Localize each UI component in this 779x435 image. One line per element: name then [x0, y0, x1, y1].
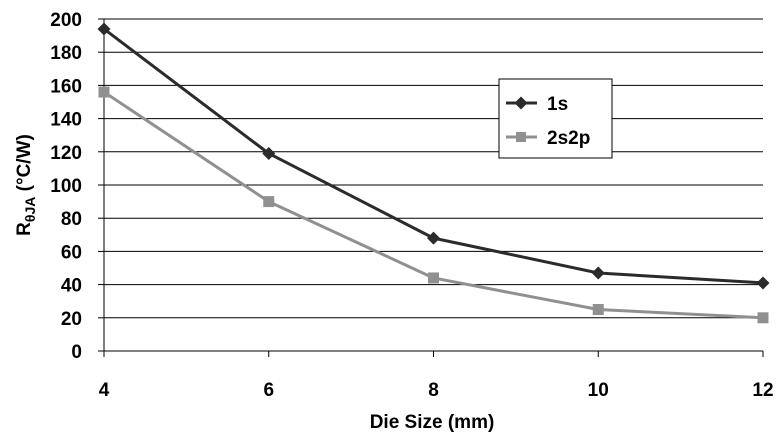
y-axis-title-main: R [14, 222, 35, 236]
data-point-2s2p [263, 196, 275, 208]
y-tick-label: 120 [50, 143, 82, 164]
series-group [97, 22, 770, 324]
data-point-2s2p [428, 272, 439, 284]
y-axis-title: RθJA (°C/W) [14, 134, 38, 236]
y-axis-title-unit: (°C/W) [14, 134, 35, 196]
y-tick-label: 0 [71, 342, 82, 363]
y-tick-label: 160 [50, 76, 82, 97]
data-point-1s [262, 146, 276, 160]
legend-box [498, 78, 613, 159]
y-tick-label: 100 [50, 176, 82, 197]
y-tick-labels: 0 20 40 60 80 100 120 140 160 180 200 [50, 10, 82, 363]
legend-label-1s: 1s [547, 94, 568, 115]
x-tick-label: 12 [752, 380, 773, 401]
x-tick-label: 6 [263, 380, 274, 401]
y-tick-label: 60 [61, 242, 82, 263]
x-tick-label: 8 [428, 380, 439, 401]
data-point-1s [97, 22, 111, 36]
y-tick-label: 80 [61, 209, 82, 230]
legend-label-2s2p: 2s2p [547, 128, 590, 149]
y-axis-title-subscript: θJA [22, 197, 38, 222]
y-tick-label: 180 [50, 43, 82, 64]
data-point-2s2p [757, 312, 769, 324]
data-point-1s [427, 231, 440, 245]
y-tick-label: 40 [61, 276, 82, 297]
axes [98, 18, 764, 357]
series-line-2s2p [103, 90, 764, 320]
legend-marker-2s2p [516, 132, 526, 142]
data-point-2s2p [592, 304, 604, 315]
y-tick-label: 20 [61, 309, 82, 330]
legend: 1s 2s2p [498, 78, 613, 159]
legend-marker-1s [514, 96, 528, 110]
x-axis-title: Die Size (mm) [370, 412, 495, 433]
data-point-1s [756, 276, 770, 290]
gridlines [104, 18, 763, 352]
series-line-1s [103, 27, 764, 285]
x-tick-label: 10 [588, 380, 609, 401]
y-tick-label: 140 [50, 110, 82, 131]
x-tick-label: 4 [99, 380, 110, 401]
data-point-1s [591, 266, 605, 280]
x-tick-labels: 4 6 8 10 12 [99, 380, 774, 401]
y-tick-label: 200 [50, 10, 82, 31]
data-point-2s2p [98, 86, 110, 98]
